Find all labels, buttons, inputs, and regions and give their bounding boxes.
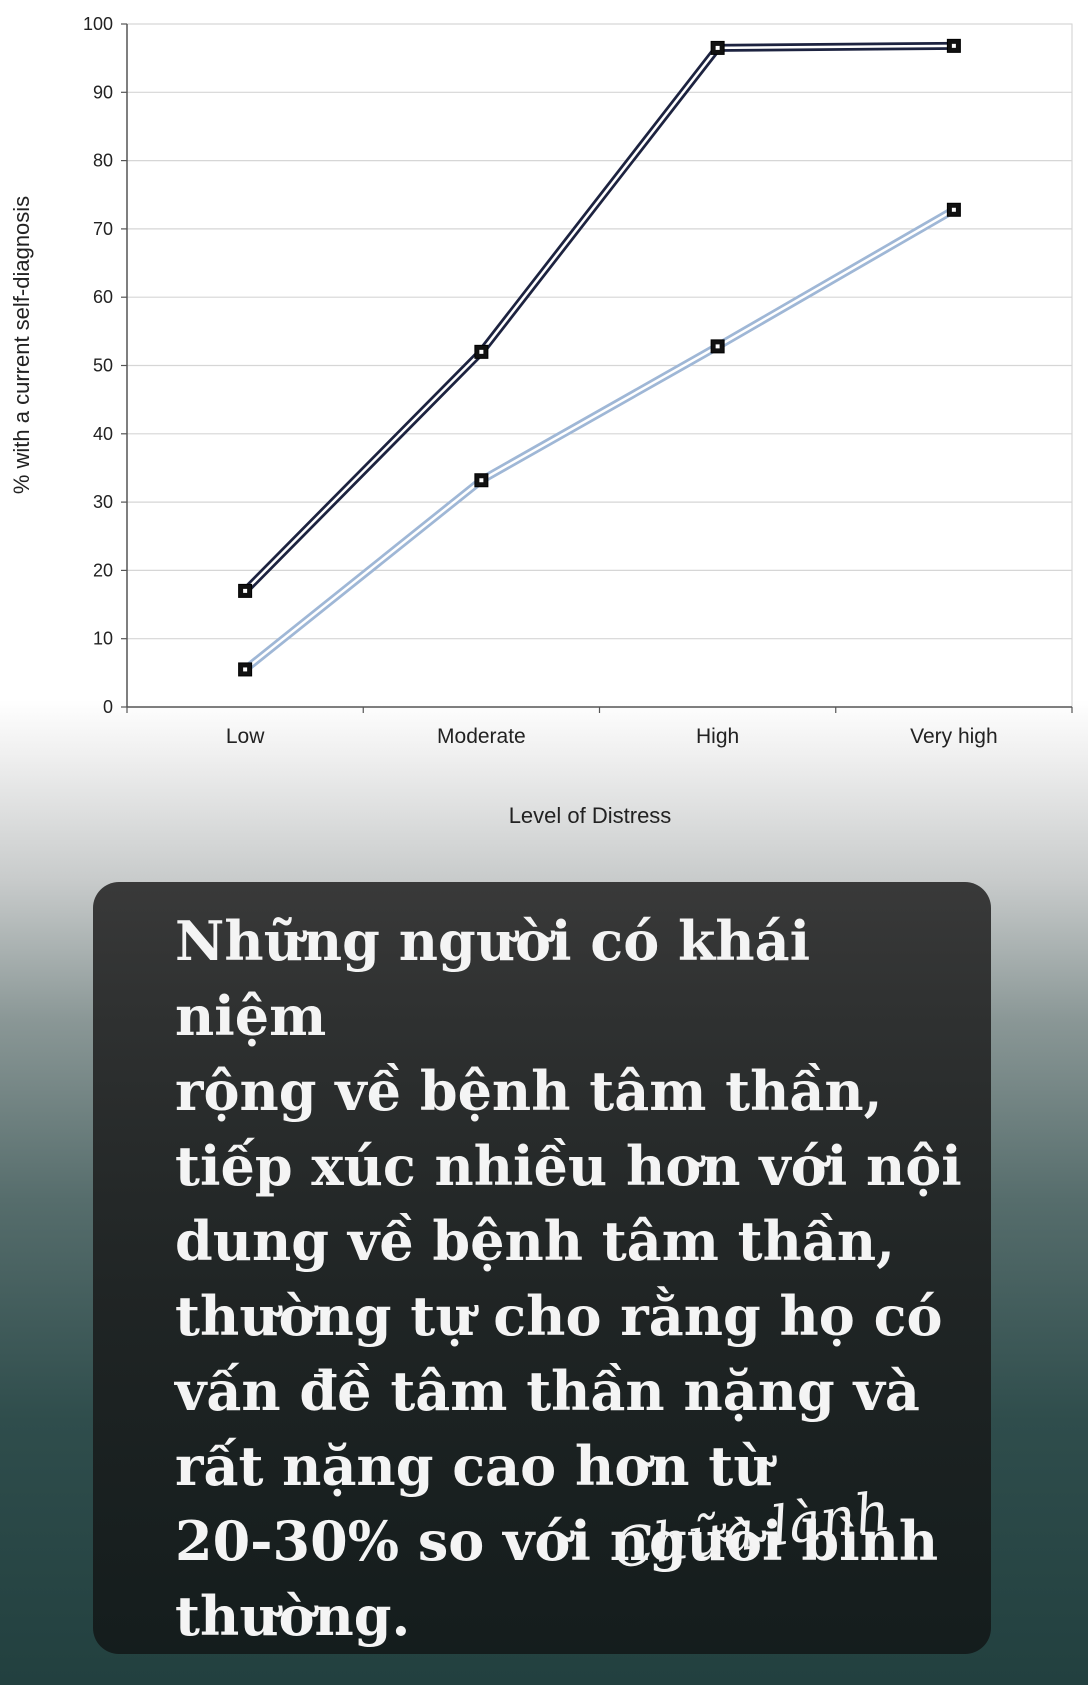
quote-line: 20-30% so với người bình — [175, 1509, 939, 1573]
series-line — [242, 41, 954, 594]
quote-line: thường. — [175, 1584, 411, 1648]
y-tick-label: 20 — [93, 560, 113, 580]
gridlines — [126, 23, 1073, 708]
y-tick-labels: 0 10 20 30 40 50 60 70 80 90 100 — [83, 14, 113, 717]
data-point-marker-center — [243, 667, 248, 672]
y-tick-label: 10 — [93, 629, 113, 649]
y-tick-label: 40 — [93, 424, 113, 444]
x-tick-label: High — [696, 725, 739, 748]
quote-line: rộng về bệnh tâm thần, — [175, 1059, 883, 1123]
data-point-marker-center — [479, 349, 484, 354]
x-tick-label: Moderate — [437, 725, 526, 748]
data-point-marker-center — [951, 43, 956, 48]
data-point-marker-center — [479, 478, 484, 483]
x-axis-title: Level of Distress — [509, 803, 672, 828]
data-point-marker-center — [243, 588, 248, 593]
series-line — [242, 206, 956, 673]
quote-line: dung về bệnh tâm thần, — [175, 1209, 895, 1273]
series-line-highlight — [244, 208, 955, 671]
y-tick-label: 80 — [93, 151, 113, 171]
quote-line: thường tự cho rằng họ có — [175, 1284, 943, 1348]
quote-line: tiếp xúc nhiều hơn với nội — [175, 1134, 962, 1198]
quote-line: Những người có khái niệm — [175, 909, 811, 1048]
x-tick-label: Very high — [910, 725, 998, 748]
x-tick-label: Low — [226, 725, 265, 748]
y-tick-label: 90 — [93, 82, 113, 102]
line-chart: 0 10 20 30 40 50 60 70 80 90 100 Low Moderate High Ve… — [9, 14, 1073, 828]
data-series — [238, 38, 961, 677]
y-tick-label: 30 — [93, 492, 113, 512]
data-point-marker-center — [951, 207, 956, 212]
quote-text: Những người có khái niệm rộng về bệnh tâ… — [175, 904, 965, 1654]
series-line-highlight — [244, 44, 954, 592]
quote-line: vấn đề tâm thần nặng và — [175, 1359, 920, 1423]
quote-card: Những người có khái niệm rộng về bệnh tâ… — [93, 882, 991, 1654]
y-tick-label: 60 — [93, 287, 113, 307]
x-tick-labels: Low Moderate High Very high — [226, 725, 998, 748]
axes — [121, 23, 1073, 713]
y-tick-label: 70 — [93, 219, 113, 239]
quote-line: rất nặng cao hơn từ — [175, 1434, 773, 1498]
y-tick-label: 50 — [93, 356, 113, 376]
data-point-marker-center — [715, 344, 720, 349]
y-tick-label: 100 — [83, 14, 113, 34]
y-tick-label: 0 — [103, 697, 113, 717]
data-point-marker-center — [715, 45, 720, 50]
y-axis-title: % with a current self-diagnosis — [9, 196, 34, 494]
